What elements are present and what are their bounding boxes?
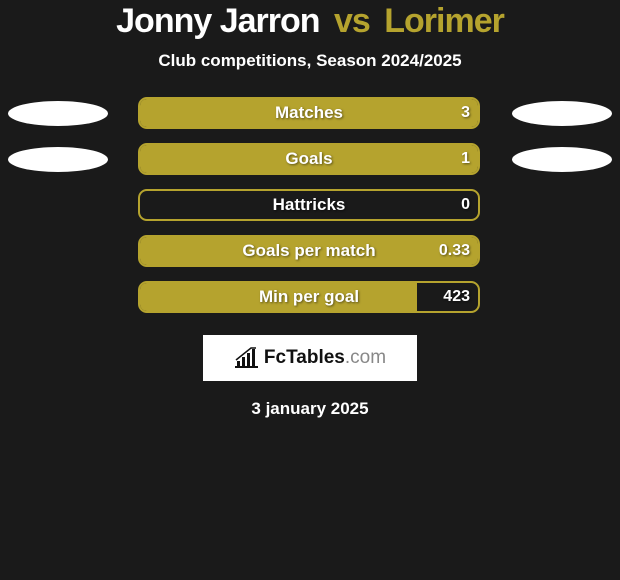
stat-bar-track <box>138 235 480 267</box>
stat-bar-track <box>138 281 480 313</box>
stat-row: Hattricks0 <box>0 189 620 221</box>
player1-avatar <box>8 147 108 172</box>
stat-bar-fill <box>140 145 478 173</box>
player2-avatar <box>512 147 612 172</box>
stat-row: Min per goal423 <box>0 281 620 313</box>
stat-bar-track <box>138 189 480 221</box>
chart-icon <box>234 347 260 369</box>
snapshot-date: 3 january 2025 <box>0 399 620 419</box>
stat-row: Matches3 <box>0 97 620 129</box>
vs-separator: vs <box>328 2 376 40</box>
stat-row: Goals1 <box>0 143 620 175</box>
player2-avatar <box>512 101 612 126</box>
source-logo[interactable]: FcTables.com <box>203 335 417 381</box>
subtitle: Club competitions, Season 2024/2025 <box>0 51 620 71</box>
stat-bar-fill <box>140 237 478 265</box>
comparison-title: Jonny Jarron vs Lorimer <box>0 2 620 41</box>
logo-brand: FcTables <box>264 347 345 368</box>
logo-suffix: .com <box>345 347 386 368</box>
stat-row: Goals per match0.33 <box>0 235 620 267</box>
player2-name: Lorimer <box>384 2 504 40</box>
stat-bar-fill <box>140 283 417 311</box>
stat-bar-fill <box>140 99 478 127</box>
logo-text: FcTables.com <box>264 347 386 369</box>
stat-bar-track <box>138 143 480 175</box>
stats-rows: Matches3 Goals1 Hattricks0 Goals per match0… <box>0 97 620 313</box>
player1-name: Jonny Jarron <box>116 2 319 40</box>
player1-avatar <box>8 101 108 126</box>
stat-bar-track <box>138 97 480 129</box>
